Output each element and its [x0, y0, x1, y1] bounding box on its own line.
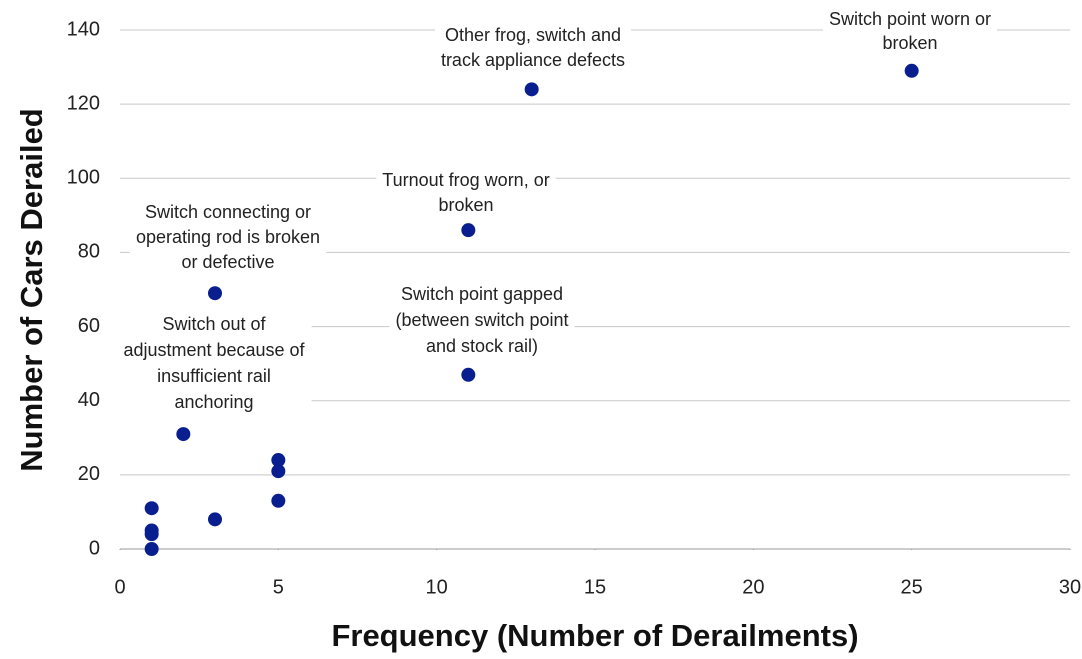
- annotation-background: [822, 6, 998, 56]
- y-tick-label: 80: [78, 241, 100, 263]
- annotation: Switch point gapped: [401, 284, 563, 304]
- annotation: track appliance defects: [441, 50, 625, 70]
- annotation: (between switch point: [395, 310, 568, 330]
- y-tick-label: 120: [67, 92, 100, 114]
- annotation: or defective: [181, 252, 274, 272]
- y-axis-title: Number of Cars Derailed: [14, 108, 49, 472]
- y-tick-label: 60: [78, 315, 100, 337]
- annotation-background: [389, 280, 575, 360]
- point: [144, 501, 159, 516]
- point: [144, 527, 159, 542]
- annotation-background: [129, 198, 327, 276]
- x-axis-title: Frequency (Number of Derailments): [331, 618, 858, 653]
- x-tick-label: 25: [901, 576, 923, 598]
- annotation: Switch connecting or: [145, 202, 311, 222]
- annotation: broken: [438, 195, 493, 215]
- point: [144, 542, 159, 556]
- point: [524, 82, 539, 97]
- annotation: Switch out of: [162, 314, 266, 334]
- annotation: anchoring: [174, 392, 253, 412]
- point: [271, 453, 286, 468]
- x-tick-label: 20: [742, 576, 764, 598]
- y-tick-label: 0: [89, 537, 100, 559]
- annotation: insufficient rail: [157, 366, 271, 386]
- point: [208, 286, 222, 301]
- y-tick-label: 40: [78, 389, 100, 411]
- point: [271, 464, 286, 479]
- point: [461, 367, 476, 382]
- annotation: and stock rail): [426, 336, 538, 356]
- x-tick-label: 5: [273, 576, 284, 598]
- x-tick-label: 0: [114, 576, 125, 598]
- annotation: adjustment because of: [123, 340, 305, 360]
- x-tick-label: 15: [584, 576, 606, 598]
- annotation-background: [376, 166, 556, 219]
- annotation-background: [434, 21, 632, 74]
- x-tick-label: 10: [426, 576, 448, 598]
- annotation: broken: [882, 33, 937, 53]
- point: [208, 512, 222, 527]
- point: [461, 223, 476, 238]
- annotation: Switch point worn or: [829, 9, 991, 29]
- y-tick-label: 100: [67, 167, 100, 189]
- point: [271, 493, 286, 508]
- x-tick-label: 30: [1059, 576, 1081, 598]
- annotation: operating rod is broken: [136, 227, 320, 247]
- annotation: Other frog, switch and: [445, 25, 621, 45]
- y-tick-label: 140: [67, 18, 100, 40]
- point: [176, 427, 191, 442]
- point: [904, 63, 919, 78]
- annotation: Turnout frog worn, or: [382, 170, 549, 190]
- annotation-background: [117, 310, 312, 416]
- y-tick-label: 20: [78, 463, 100, 485]
